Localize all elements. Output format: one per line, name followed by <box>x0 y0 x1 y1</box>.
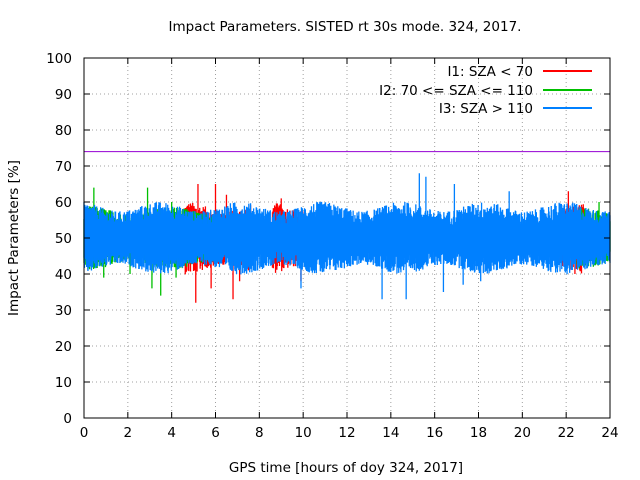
x-tick-label: 8 <box>255 425 264 441</box>
legend: I1: SZA < 70 I2: 70 <= SZA <= 110 I3: SZA … <box>379 64 592 117</box>
y-tick-label: 30 <box>55 303 72 319</box>
x-tick-label: 14 <box>382 425 399 441</box>
y-tick-label: 100 <box>46 51 72 67</box>
axis-ticks: 0 2 4 6 8 10 12 14 16 18 20 22 240102030405060708090… <box>46 51 618 441</box>
y-tick-label: 70 <box>55 159 72 175</box>
x-tick-label: 18 <box>470 425 487 441</box>
y-tick-label: 40 <box>55 267 72 283</box>
legend-label-3: I3: SZA > 110 <box>439 101 533 117</box>
y-tick-label: 10 <box>55 375 72 391</box>
x-tick-label: 24 <box>601 425 618 441</box>
x-tick-label: 2 <box>124 425 133 441</box>
x-tick-label: 20 <box>514 425 531 441</box>
chart-title: Impact Parameters. SISTED rt 30s mode. 3… <box>169 19 522 35</box>
y-tick-label: 50 <box>55 231 72 247</box>
x-tick-label: 0 <box>80 425 89 441</box>
x-tick-label: 10 <box>295 425 312 441</box>
legend-label-1: I1: SZA < 70 <box>447 64 533 80</box>
legend-label-2: I2: 70 <= SZA <= 110 <box>379 83 533 99</box>
y-tick-label: 80 <box>55 123 72 139</box>
x-tick-label: 12 <box>338 425 355 441</box>
x-tick-label: 4 <box>167 425 176 441</box>
x-tick-label: 16 <box>426 425 443 441</box>
x-tick-label: 6 <box>211 425 220 441</box>
y-tick-label: 60 <box>55 195 72 211</box>
x-axis-label: GPS time [hours of doy 324, 2017] <box>229 460 463 476</box>
y-tick-label: 90 <box>55 87 72 103</box>
x-tick-label: 22 <box>558 425 575 441</box>
y-tick-label: 20 <box>55 339 72 355</box>
y-tick-label: 0 <box>63 411 72 427</box>
y-axis-label: Impact Parameters [%] <box>6 160 22 316</box>
